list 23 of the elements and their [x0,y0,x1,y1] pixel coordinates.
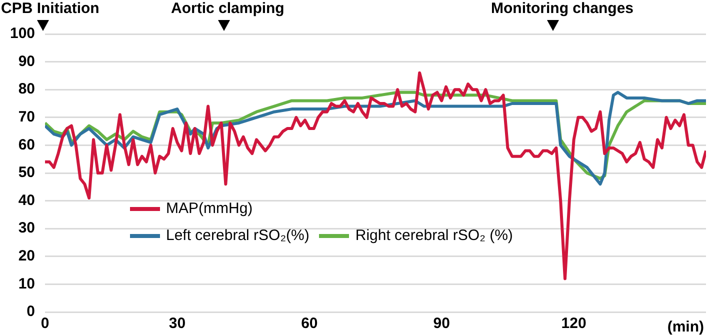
legend-label: Right cerebral rSO₂ (%) [355,227,513,244]
x-tick-label: 90 [433,315,450,332]
y-tick-label: 20 [18,248,36,265]
y-tick-label: 60 [18,136,36,154]
y-tick-label: 30 [18,220,36,237]
text: Aortic clamping [171,0,284,17]
x-tick-label: 0 [40,315,50,332]
x-tick-label: 120 [561,315,586,332]
text: Monitoring changes [491,0,634,17]
y-tick-label: 70 [18,108,36,126]
y-tick-label: 40 [18,192,36,209]
y-tick-label: 50 [18,164,36,182]
y-tick-label: 100 [10,25,36,42]
text: CPB Initiation [1,0,100,17]
y-tick-label: 90 [18,52,36,70]
y-tick-label: 10 [18,275,36,292]
x-tick-label: 30 [168,315,186,332]
x-axis-title: (min) [667,318,704,336]
y-tick-label: 80 [18,80,36,98]
x-tick-label: 60 [301,315,318,332]
y-tick-label: 0 [26,303,36,320]
legend-label: MAP(mmHg) [166,200,253,217]
legend-label: Left cerebral rSO₂(%) [166,227,310,244]
